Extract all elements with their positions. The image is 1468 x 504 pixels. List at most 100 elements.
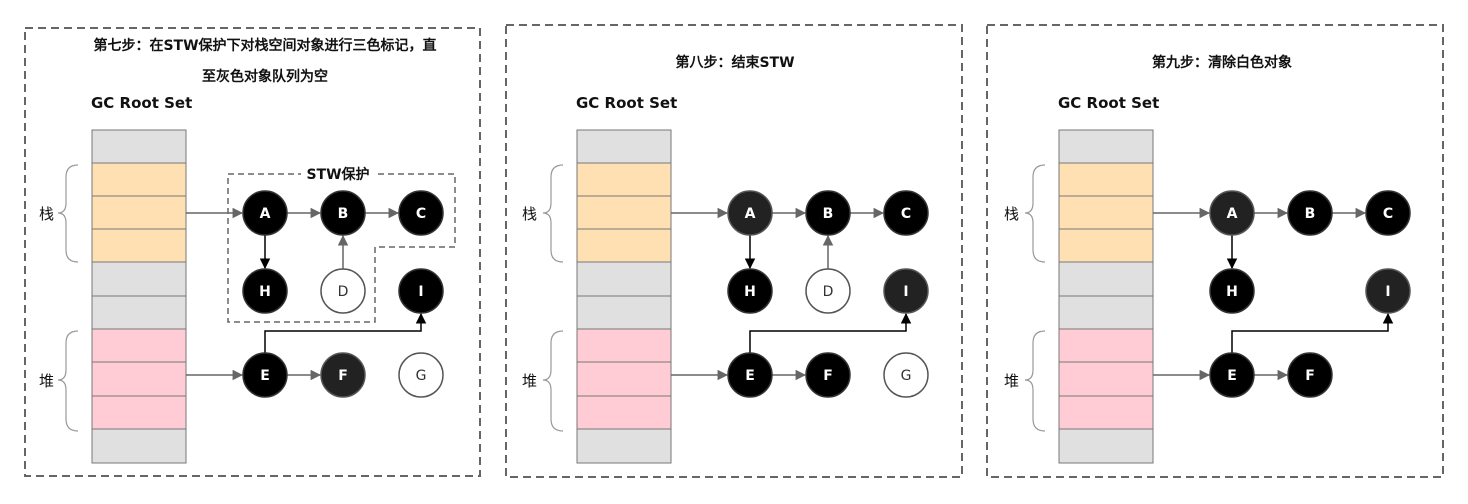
stack-label: 栈 [522, 205, 537, 223]
heap-slot [91, 395, 187, 430]
stack-brace [542, 164, 564, 263]
node-circle [320, 190, 366, 236]
object-node-i: I [883, 268, 929, 314]
node-circle [320, 352, 366, 398]
heap-brace [57, 330, 79, 432]
panel-frame-step8 [505, 24, 963, 478]
heap-slot [1058, 361, 1154, 397]
gc-root-set-label: GC Root Set [576, 94, 677, 112]
empty-slot [1058, 261, 1154, 297]
node-label: E [260, 368, 270, 384]
node-circle [1209, 268, 1255, 314]
stack-slot [1058, 195, 1154, 230]
object-nodes: A B C H D I E F G [242, 190, 444, 398]
object-node-f: F [1287, 352, 1333, 398]
node-label: E [745, 368, 755, 384]
node-circle [1287, 190, 1333, 236]
node-label: H [1226, 284, 1238, 300]
panel-title-line1: 第七步：在STW保护下对栈空间对象进行三色标记，直 [93, 37, 436, 54]
gc-root-set-label: GC Root Set [1058, 94, 1159, 112]
stack-label: 栈 [1004, 205, 1019, 223]
stack-slot [1058, 162, 1154, 197]
node-label: F [338, 368, 348, 384]
node-label: C [416, 206, 426, 222]
node-label: B [338, 206, 349, 222]
object-node-a: A [727, 190, 773, 236]
node-label: E [1227, 368, 1237, 384]
stw-label-background [301, 163, 375, 183]
stack-slot [91, 195, 187, 230]
empty-slot [1058, 295, 1154, 330]
heap-slot [576, 361, 672, 397]
heap-label: 堆 [522, 372, 537, 390]
object-node-e: E [727, 352, 773, 398]
node-label: F [1305, 368, 1315, 384]
panel-title: 第九步：清除白色对象 [1152, 54, 1292, 71]
stack-slot [576, 162, 672, 197]
node-label: I [418, 284, 423, 300]
stack-slot [91, 162, 187, 197]
node-circle [805, 268, 851, 314]
node-circle [883, 268, 929, 314]
empty-slot [1058, 129, 1154, 164]
object-node-g: G [883, 352, 929, 398]
empty-slot [576, 428, 672, 464]
root-set-stack [91, 129, 187, 464]
stack-slot [576, 228, 672, 263]
object-node-d: D [805, 268, 851, 314]
heap-slot [1058, 395, 1154, 430]
empty-slot [91, 261, 187, 297]
node-label: A [260, 206, 271, 222]
empty-slot [1058, 428, 1154, 464]
node-label: I [903, 284, 908, 300]
edge-E-to-I [1231, 312, 1394, 353]
node-circle [883, 190, 929, 236]
stack-slot [1058, 228, 1154, 263]
object-node-h: H [727, 268, 773, 314]
panel-title: 第八步：结束STW [675, 54, 794, 71]
node-label: C [901, 206, 911, 222]
node-label: F [823, 368, 833, 384]
object-node-g: G [398, 352, 444, 398]
node-circle [242, 268, 288, 314]
heap-brace [1024, 330, 1046, 432]
node-label: H [259, 284, 271, 300]
object-node-e: E [1209, 352, 1255, 398]
object-node-a: A [1209, 190, 1255, 236]
node-label: I [1385, 284, 1390, 300]
panel-frame-step7 [24, 27, 481, 477]
empty-slot [576, 261, 672, 297]
panel-step7: 第七步：在STW保护下对栈空间对象进行三色标记，直 至灰色对象队列为空 GC R… [39, 37, 456, 464]
node-label: A [745, 206, 756, 222]
panel-step8: 第八步：结束STW GC Root Set 栈 堆 A B C H D I E F G [522, 54, 929, 464]
node-label: G [416, 368, 427, 384]
node-label: G [901, 368, 912, 384]
heap-brace [542, 330, 564, 432]
node-label: C [1383, 206, 1393, 222]
heap-slot [1058, 328, 1154, 363]
node-circle [805, 190, 851, 236]
object-node-i: I [1365, 268, 1411, 314]
stack-brace [1024, 164, 1046, 263]
node-circle [1287, 352, 1333, 398]
node-circle [242, 190, 288, 236]
heap-slot [91, 361, 187, 397]
root-set-stack [576, 129, 672, 464]
node-circle [1209, 190, 1255, 236]
object-node-c: C [883, 190, 929, 236]
heap-label: 堆 [1004, 372, 1019, 390]
node-circle [1365, 268, 1411, 314]
empty-slot [576, 295, 672, 330]
node-circle [398, 352, 444, 398]
node-circle [727, 268, 773, 314]
object-node-b: B [805, 190, 851, 236]
heap-slot [91, 328, 187, 363]
root-set-stack [1058, 129, 1154, 464]
object-node-d: D [320, 268, 366, 314]
empty-slot [91, 129, 187, 164]
object-node-f: F [320, 352, 366, 398]
node-circle [805, 352, 851, 398]
stack-label: 栈 [39, 205, 54, 223]
heap-slot [576, 328, 672, 363]
